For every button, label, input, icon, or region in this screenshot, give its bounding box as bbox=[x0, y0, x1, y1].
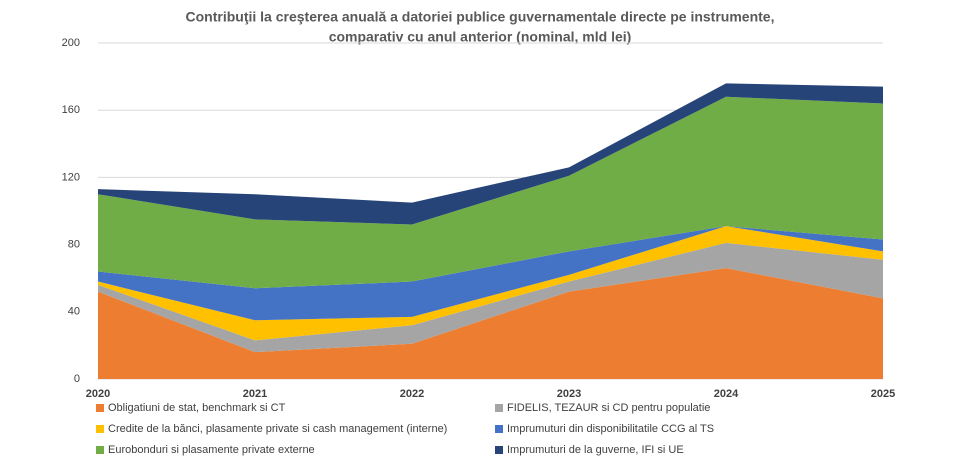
legend-swatch bbox=[96, 425, 104, 433]
x-tick-label: 2021 bbox=[243, 388, 267, 400]
area bbox=[98, 226, 883, 321]
legend-swatch bbox=[495, 404, 503, 412]
x-tick-label: 2023 bbox=[557, 388, 581, 400]
x-tick-label: 2020 bbox=[86, 388, 110, 400]
chart-title: Contribuţii la creşterea anuală a datori… bbox=[186, 9, 775, 25]
legend-label: Credite de la bănci, plasamente private … bbox=[108, 423, 447, 435]
y-tick-label: 0 bbox=[74, 373, 80, 385]
legend-swatch bbox=[495, 446, 503, 454]
area bbox=[98, 83, 883, 225]
chart-title: comparativ cu anul anterior (nominal, ml… bbox=[329, 29, 632, 45]
y-tick-label: 40 bbox=[68, 306, 80, 318]
y-tick-label: 160 bbox=[62, 104, 80, 116]
y-tick-label: 120 bbox=[62, 171, 80, 183]
legend-swatch bbox=[495, 425, 503, 433]
legend-label: FIDELIS, TEZAUR si CD pentru populatie bbox=[507, 402, 710, 414]
legend-label: Obligatiuni de stat, benchmark si CT bbox=[108, 402, 286, 414]
legend-swatch bbox=[96, 446, 104, 454]
x-tick-label: 2024 bbox=[714, 388, 739, 400]
x-tick-label: 2022 bbox=[400, 388, 424, 400]
y-tick-label: 200 bbox=[62, 37, 80, 49]
x-tick-label: 2025 bbox=[871, 388, 895, 400]
legend-label: Imprumuturi de la guverne, IFI si UE bbox=[507, 444, 684, 456]
area bbox=[98, 268, 883, 379]
area bbox=[98, 96, 883, 289]
legend-swatch bbox=[96, 404, 104, 412]
legend-label: Imprumuturi din disponibilitatile CCG al… bbox=[507, 423, 714, 435]
legend-label: Eurobonduri si plasamente private extern… bbox=[108, 444, 315, 456]
area bbox=[98, 242, 883, 353]
y-tick-label: 80 bbox=[68, 239, 80, 251]
